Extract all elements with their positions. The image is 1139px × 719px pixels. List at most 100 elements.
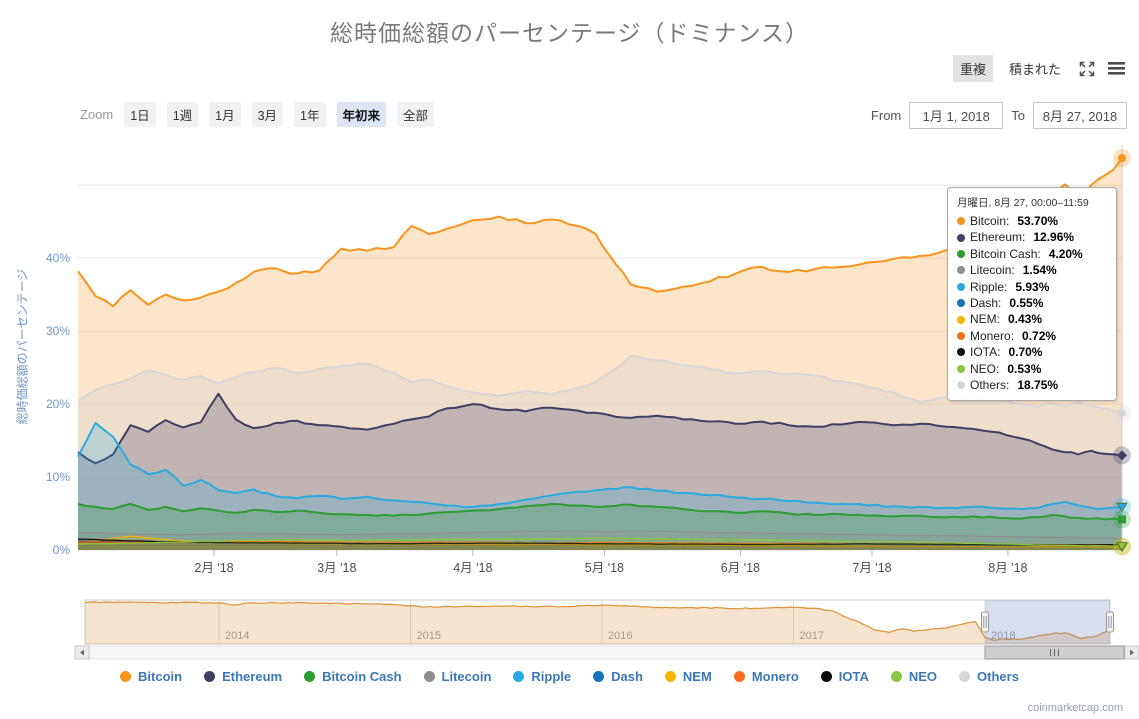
tooltip-row-dash: Dash: 0.55%: [957, 295, 1107, 311]
legend-label: Others: [977, 669, 1019, 684]
tooltip-series-name: Ripple:: [970, 279, 1008, 294]
date-range-controls: From To: [871, 102, 1127, 129]
legend-label: Ripple: [531, 669, 572, 684]
tooltip-series-dot: [957, 381, 965, 390]
x-tick-label: 2月 '18: [194, 561, 233, 575]
legend-label: IOTA: [838, 669, 869, 684]
overlap-view-button[interactable]: 重複: [952, 55, 993, 82]
legend-dot: [304, 671, 316, 682]
tooltip-row-ripple: Ripple: 5.93%: [957, 279, 1107, 295]
legend-item-litecoin[interactable]: Litecoin: [423, 669, 491, 684]
tooltip-row-ethereum: Ethereum: 12.96%: [957, 229, 1107, 245]
tooltip-series-value: 5.93%: [1015, 279, 1050, 294]
zoom-preset-6[interactable]: 全部: [397, 102, 435, 127]
scrollbar-right-arrow[interactable]: [1124, 645, 1139, 660]
to-label: To: [1011, 108, 1025, 123]
page-title: 総時価総額のパーセンテージ（ドミナンス）: [329, 20, 810, 46]
legend-dot: [120, 671, 132, 682]
legend-item-dash[interactable]: Dash: [593, 669, 643, 684]
legend-item-others[interactable]: Others: [959, 669, 1019, 684]
stacked-view-button[interactable]: 積まれた: [1002, 55, 1068, 82]
last-point-marker-neo: [1113, 537, 1131, 556]
tooltip-series-dot: [957, 348, 965, 357]
view-toggle: 重複 積まれた: [952, 55, 1127, 82]
tooltip-series-dot: [957, 315, 965, 324]
to-date-input[interactable]: [1033, 102, 1127, 129]
legend-label: NEM: [682, 669, 712, 684]
tooltip-row-iota: IOTA: 0.70%: [957, 344, 1107, 360]
x-tick-label: 6月 '18: [721, 561, 760, 575]
tooltip-series-dot: [957, 266, 965, 275]
last-point-marker-ripple: [1113, 497, 1131, 516]
navigator-selected-mask[interactable]: [985, 600, 1110, 644]
legend-item-iota[interactable]: IOTA: [820, 669, 869, 684]
series-area-ripple[interactable]: [78, 423, 1122, 550]
tooltip-row-neo: NEO: 0.53%: [957, 361, 1107, 377]
legend-item-neo[interactable]: NEO: [890, 669, 938, 684]
series-area-others[interactable]: [78, 355, 1122, 550]
fullscreen-icon[interactable]: [1077, 59, 1097, 79]
tooltip-series-name: NEM:: [970, 312, 1000, 327]
tooltip-series-dot: [957, 233, 965, 242]
series-line-litecoin[interactable]: [77, 530, 1123, 540]
tooltip-series-value: 0.53%: [1007, 361, 1042, 376]
tooltip-series-dot: [957, 250, 965, 259]
last-point-marker-others: [1113, 404, 1131, 423]
tooltip-row-bitcoin: Bitcoin: 53.70%: [957, 213, 1107, 229]
legend-item-ripple[interactable]: Ripple: [513, 669, 571, 684]
legend-item-bitcoin[interactable]: Bitcoin: [120, 669, 182, 684]
tooltip-series-name: IOTA:: [970, 345, 1001, 360]
series-line-ripple[interactable]: [77, 422, 1123, 511]
legend-label: Dash: [611, 669, 643, 684]
scrollbar-thumb[interactable]: [984, 645, 1125, 660]
legend-item-nem[interactable]: NEM: [664, 669, 712, 684]
scrollbar-left-arrow[interactable]: [74, 645, 90, 660]
zoom-preset-1[interactable]: 1週: [166, 102, 199, 127]
series-area-iota[interactable]: [78, 539, 1122, 550]
series-area-ethereum[interactable]: [78, 393, 1122, 550]
navigator-handle-right[interactable]: [1106, 611, 1114, 633]
last-point-marker-ethereum: [1113, 446, 1131, 465]
tooltip-series-name: Others:: [970, 378, 1010, 393]
zoom-preset-4[interactable]: 1年: [294, 102, 326, 127]
scrollbar-track[interactable]: [88, 645, 1126, 660]
zoom-preset-5[interactable]: 年初来: [336, 102, 387, 127]
tooltip-series-name: Litecoin:: [970, 263, 1015, 278]
series-line-neo[interactable]: [77, 537, 1122, 547]
navigator-year-label: 2017: [800, 630, 824, 642]
from-date-input[interactable]: [909, 102, 1004, 129]
series-line-bitcoin-cash[interactable]: [77, 503, 1123, 521]
tooltip-series-dot: [957, 332, 965, 341]
series-line-iota[interactable]: [77, 538, 1123, 546]
tooltip-series-name: Dash:: [970, 296, 1002, 311]
zoom-preset-3[interactable]: 3月: [251, 102, 284, 127]
zoom-preset-0[interactable]: 1日: [124, 102, 156, 127]
last-point-marker-bitcoin: [1113, 149, 1131, 168]
tooltip-title: 月曜日, 8月 27, 00:00–11:59: [957, 197, 1089, 209]
tooltip-series-dot: [957, 217, 965, 226]
tooltip-series-value: 53.70%: [1017, 214, 1059, 228]
series-line-ethereum[interactable]: [77, 392, 1123, 465]
series-area-litecoin[interactable]: [78, 531, 1122, 550]
tooltip-series-name: Monero:: [970, 328, 1015, 343]
legend-item-ethereum[interactable]: Ethereum: [204, 669, 282, 684]
legend-item-monero[interactable]: Monero: [733, 669, 799, 684]
legend-label: Bitcoin: [138, 669, 183, 684]
tooltip-series-value: 18.75%: [1017, 378, 1059, 393]
x-tick-label: 5月 '18: [585, 561, 624, 575]
legend-label: NEO: [908, 669, 938, 684]
zoom-label: Zoom: [80, 107, 114, 122]
chart-menu-icon[interactable]: [1106, 60, 1127, 77]
series-area-bitcoin[interactable]: [78, 158, 1122, 550]
navigator-handle-left[interactable]: [981, 611, 989, 633]
tooltip-series-name: Bitcoin Cash:: [970, 246, 1041, 261]
zoom-preset-2[interactable]: 1月: [209, 102, 241, 127]
tooltip-series-dot: [957, 299, 965, 308]
tooltip-row-others: Others: 18.75%: [957, 377, 1107, 393]
tooltip-series-value: 1.54%: [1022, 263, 1057, 278]
watermark: coinmarketcap.com: [1027, 702, 1123, 714]
legend-item-bitcoin-cash[interactable]: Bitcoin Cash: [304, 669, 402, 684]
y-tick-label: 0%: [53, 543, 71, 557]
tooltip-series-value: 0.70%: [1008, 345, 1043, 360]
